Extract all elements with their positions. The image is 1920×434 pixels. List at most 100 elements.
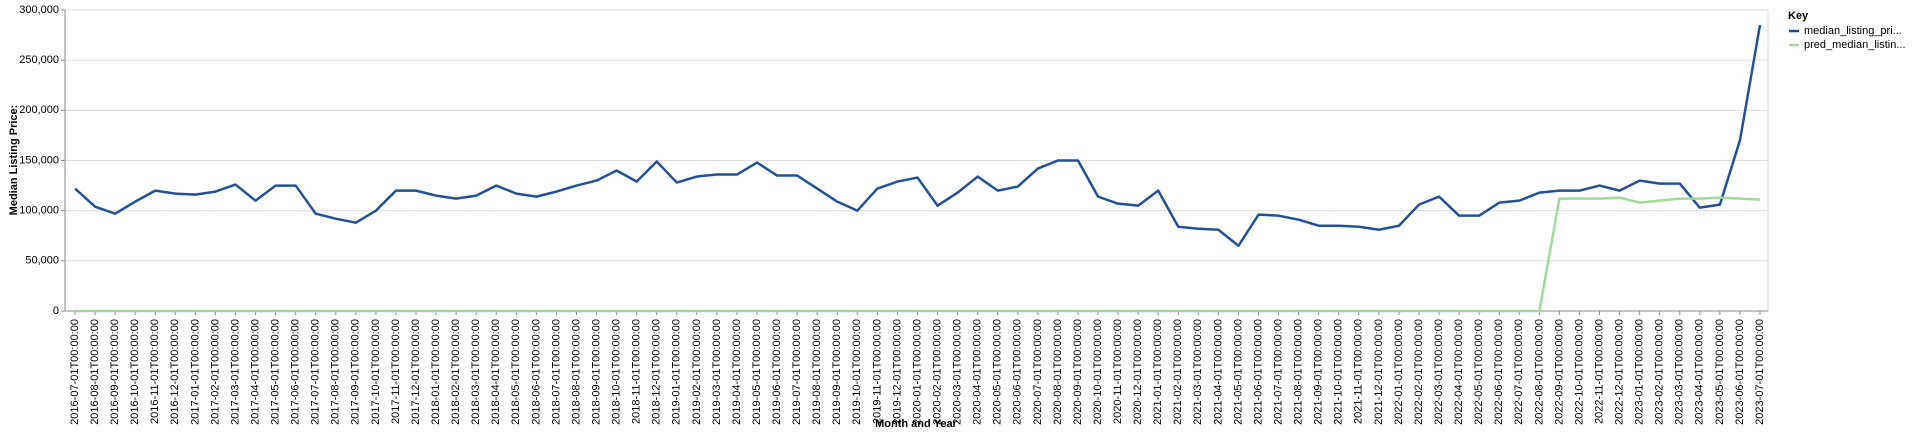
- y-tick-label: 200,000: [19, 104, 59, 116]
- x-tick-label: 2017-07-01T00:00:00: [310, 319, 322, 425]
- legend-label: pred_median_listin...: [1804, 39, 1906, 51]
- x-tick-label: 2022-06-01T00:00:00: [1493, 319, 1505, 425]
- x-tick-label: 2020-04-01T00:00:00: [972, 319, 984, 425]
- x-tick-label: 2021-11-01T00:00:00: [1353, 319, 1365, 424]
- x-tick-label: 2017-06-01T00:00:00: [290, 319, 302, 425]
- x-tick-label: 2020-02-01T00:00:00: [931, 319, 943, 425]
- x-tick-label: 2023-01-01T00:00:00: [1634, 319, 1646, 425]
- x-tick-label: 2023-04-01T00:00:00: [1694, 319, 1706, 425]
- x-tick-label: 2018-08-01T00:00:00: [570, 319, 582, 425]
- x-axis-title: Month and Year: [875, 418, 957, 430]
- x-tick-label: 2016-08-01T00:00:00: [89, 319, 101, 425]
- x-tick-label: 2018-02-01T00:00:00: [450, 319, 462, 425]
- x-tick-label: 2017-04-01T00:00:00: [249, 319, 261, 425]
- x-tick-label: 2022-09-01T00:00:00: [1553, 319, 1565, 425]
- x-tick-label: 2016-10-01T00:00:00: [129, 319, 141, 425]
- x-tick-label: 2019-12-01T00:00:00: [891, 319, 903, 425]
- y-tick-label: 0: [53, 305, 59, 317]
- x-tick-label: 2017-11-01T00:00:00: [390, 319, 402, 424]
- x-tick-label: 2020-07-01T00:00:00: [1032, 319, 1044, 425]
- y-tick-label: 250,000: [19, 54, 59, 66]
- x-tick-label: 2020-09-01T00:00:00: [1072, 319, 1084, 425]
- x-tick-label: 2018-07-01T00:00:00: [550, 319, 562, 425]
- x-tick-label: 2019-09-01T00:00:00: [831, 319, 843, 425]
- x-tick-label: 2023-03-01T00:00:00: [1674, 319, 1686, 425]
- x-tick-label: 2020-01-01T00:00:00: [911, 319, 923, 425]
- x-tick-label: 2019-08-01T00:00:00: [811, 319, 823, 425]
- x-tick-label: 2021-12-01T00:00:00: [1373, 319, 1385, 425]
- x-tick-label: 2020-05-01T00:00:00: [992, 319, 1004, 425]
- x-tick-label: 2016-11-01T00:00:00: [149, 319, 161, 424]
- legend-title: Key: [1788, 10, 1809, 22]
- x-tick-label: 2022-04-01T00:00:00: [1453, 319, 1465, 425]
- x-tick-label: 2020-08-01T00:00:00: [1052, 319, 1064, 425]
- x-tick-label: 2022-02-01T00:00:00: [1413, 319, 1425, 425]
- x-tick-label: 2019-11-01T00:00:00: [871, 319, 883, 424]
- x-tick-label: 2021-02-01T00:00:00: [1172, 319, 1184, 425]
- x-tick-label: 2021-09-01T00:00:00: [1313, 319, 1325, 425]
- x-tick-label: 2017-10-01T00:00:00: [370, 319, 382, 425]
- y-tick-label: 300,000: [19, 4, 59, 16]
- x-tick-label: 2020-03-01T00:00:00: [952, 319, 964, 425]
- x-tick-label: 2022-03-01T00:00:00: [1433, 319, 1445, 425]
- x-tick-label: 2018-10-01T00:00:00: [611, 319, 623, 425]
- x-tick-label: 2016-09-01T00:00:00: [109, 319, 121, 425]
- x-tick-label: 2020-12-01T00:00:00: [1132, 319, 1144, 425]
- y-tick-label: 100,000: [19, 205, 59, 217]
- x-tick-label: 2021-07-01T00:00:00: [1272, 319, 1284, 425]
- y-tick-label: 150,000: [19, 154, 59, 166]
- x-tick-label: 2020-06-01T00:00:00: [1012, 319, 1024, 425]
- x-tick-label: 2018-11-01T00:00:00: [631, 319, 643, 424]
- x-tick-label: 2021-10-01T00:00:00: [1333, 319, 1345, 425]
- x-tick-label: 2016-12-01T00:00:00: [169, 319, 181, 425]
- legend-label: median_listing_pri...: [1804, 25, 1902, 37]
- x-tick-label: 2019-10-01T00:00:00: [851, 319, 863, 425]
- x-tick-label: 2022-12-01T00:00:00: [1613, 319, 1625, 425]
- x-tick-label: 2022-10-01T00:00:00: [1573, 319, 1585, 425]
- x-tick-label: 2022-11-01T00:00:00: [1593, 319, 1605, 424]
- x-tick-label: 2021-03-01T00:00:00: [1192, 319, 1204, 425]
- x-tick-label: 2023-07-01T00:00:00: [1754, 319, 1766, 425]
- x-tick-label: 2022-07-01T00:00:00: [1513, 319, 1525, 425]
- x-tick-label: 2021-06-01T00:00:00: [1252, 319, 1264, 425]
- x-tick-label: 2019-04-01T00:00:00: [731, 319, 743, 425]
- x-tick-label: 2021-01-01T00:00:00: [1152, 319, 1164, 425]
- x-tick-label: 2021-05-01T00:00:00: [1232, 319, 1244, 425]
- x-tick-label: 2019-06-01T00:00:00: [771, 319, 783, 425]
- x-tick-label: 2017-12-01T00:00:00: [410, 319, 422, 425]
- y-axis-title: Median Listing Price:: [8, 105, 20, 216]
- x-tick-label: 2017-09-01T00:00:00: [350, 319, 362, 425]
- x-tick-label: 2023-06-01T00:00:00: [1734, 319, 1746, 425]
- series-line: [74, 24, 1762, 248]
- x-tick-label: 2016-07-01T00:00:00: [69, 319, 81, 425]
- x-tick-label: 2021-08-01T00:00:00: [1293, 319, 1305, 425]
- x-tick-label: 2018-03-01T00:00:00: [470, 319, 482, 425]
- x-tick-label: 2022-05-01T00:00:00: [1473, 319, 1485, 425]
- x-tick-label: 2018-01-01T00:00:00: [430, 319, 442, 425]
- x-tick-label: 2023-02-01T00:00:00: [1654, 319, 1666, 425]
- x-tick-label: 2022-01-01T00:00:00: [1393, 319, 1405, 425]
- x-tick-label: 2023-05-01T00:00:00: [1714, 319, 1726, 425]
- x-tick-label: 2018-12-01T00:00:00: [651, 319, 663, 425]
- x-tick-label: 2019-01-01T00:00:00: [671, 319, 683, 425]
- x-tick-label: 2019-07-01T00:00:00: [791, 319, 803, 425]
- x-tick-label: 2017-01-01T00:00:00: [189, 319, 201, 425]
- series-line: [75, 196, 1761, 313]
- x-tick-label: 2017-08-01T00:00:00: [330, 319, 342, 425]
- x-tick-label: 2022-08-01T00:00:00: [1533, 319, 1545, 425]
- x-tick-label: 2019-03-01T00:00:00: [711, 319, 723, 425]
- x-tick-label: 2017-03-01T00:00:00: [229, 319, 241, 425]
- x-tick-label: 2019-05-01T00:00:00: [751, 319, 763, 425]
- x-tick-label: 2017-05-01T00:00:00: [270, 319, 282, 425]
- x-tick-label: 2018-04-01T00:00:00: [490, 319, 502, 425]
- x-tick-label: 2018-09-01T00:00:00: [590, 319, 602, 425]
- x-tick-label: 2019-02-01T00:00:00: [691, 319, 703, 425]
- x-tick-label: 2020-10-01T00:00:00: [1092, 319, 1104, 425]
- x-tick-label: 2018-06-01T00:00:00: [530, 319, 542, 425]
- x-tick-label: 2018-05-01T00:00:00: [510, 319, 522, 425]
- x-tick-label: 2020-11-01T00:00:00: [1112, 319, 1124, 424]
- x-tick-label: 2017-02-01T00:00:00: [209, 319, 221, 425]
- x-tick-label: 2021-04-01T00:00:00: [1212, 319, 1224, 425]
